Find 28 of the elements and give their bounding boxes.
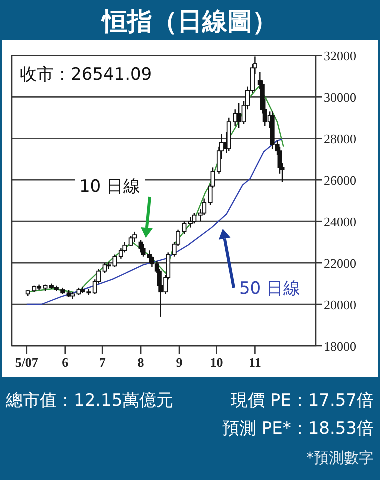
y-tick-label: 20000 [324, 298, 356, 313]
x-tick-label: 10 [210, 355, 224, 370]
text: 50 日線 [239, 279, 301, 299]
candlestick [192, 212, 197, 224]
text: 10 日線 [79, 177, 141, 197]
candlestick [132, 231, 138, 243]
text: 現價 PE：17.57倍 [230, 391, 374, 411]
x-tick-label: 7 [99, 355, 106, 370]
candlestick [102, 262, 108, 274]
y-tick-label: 22000 [324, 256, 356, 272]
x-tick-label: 8 [138, 355, 145, 370]
chart-title: 恒指（日線圖） [100, 7, 278, 36]
x-tick-label: 6 [62, 355, 70, 370]
y-tick-label: 28000 [324, 132, 356, 147]
text: *預測數字 [306, 449, 374, 467]
y-tick-label: 18000 [324, 339, 356, 354]
y-tick-label: 26000 [324, 173, 356, 188]
y-tick-label: 30000 [324, 90, 356, 106]
x-tick-label: 9 [176, 355, 184, 370]
annotation: 收市：26541.09 [20, 65, 152, 85]
y-tick-label: 24000 [324, 214, 356, 230]
x-tick-label: 11 [249, 355, 262, 370]
candlestick [128, 236, 134, 248]
text: 預測 PE*：18.53倍 [222, 419, 374, 439]
y-tick-label: 32000 [324, 48, 356, 64]
text: 總市值：12.15萬億元 [5, 391, 174, 411]
candlestick [188, 216, 193, 228]
x-tick-label: 5/07 [15, 355, 39, 370]
